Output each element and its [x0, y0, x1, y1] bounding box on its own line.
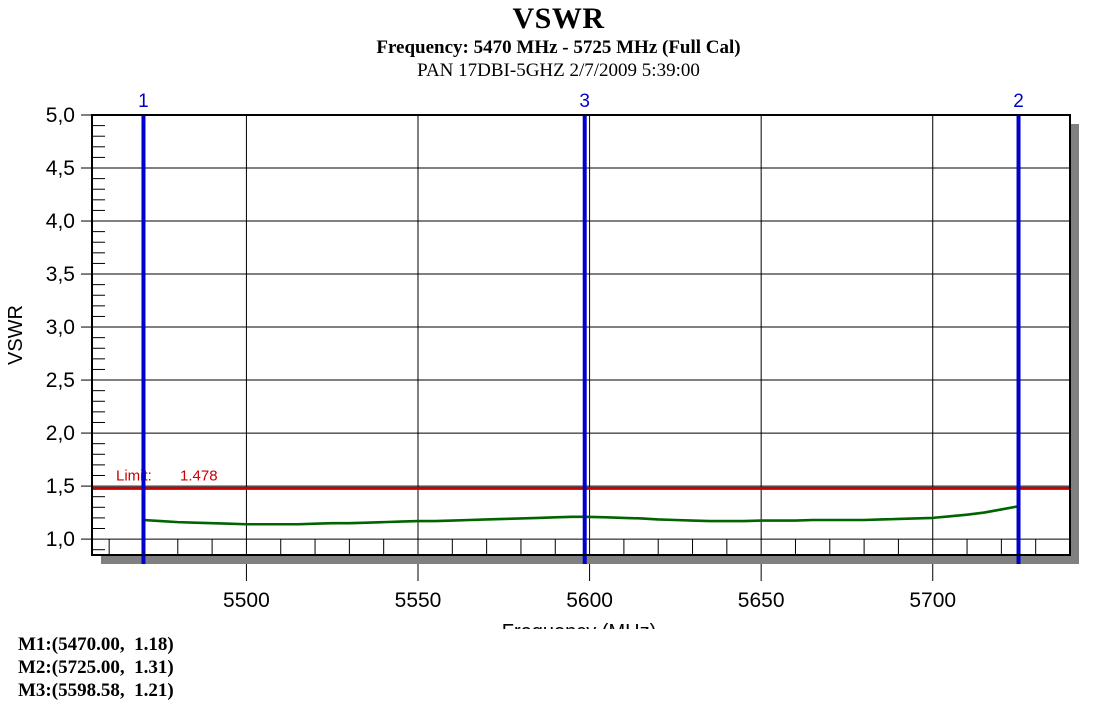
- y-tick-label: 5,0: [46, 104, 75, 127]
- plot-area: [92, 115, 1070, 555]
- axis-titles: Frequency (MHz) VSWR: [5, 305, 656, 629]
- y-tick-label: 4,0: [46, 210, 75, 233]
- y-tick-label: 2,0: [46, 422, 75, 445]
- y-tick-label: 1,5: [46, 475, 75, 498]
- y-tick-label: 3,0: [46, 316, 75, 339]
- y-axis-labels: 1,0 1,5 2,0 2,5 3,0 3,5 4,0 4,5 5,0: [46, 104, 75, 551]
- plot-background: [92, 115, 1070, 555]
- x-tick-label: 5650: [738, 589, 785, 612]
- shadow-bottom: [101, 555, 1079, 564]
- y-tick-label: 4,5: [46, 157, 75, 180]
- frequency-range-subtitle: Frequency: 5470 MHz - 5725 MHz (Full Cal…: [376, 37, 741, 58]
- marker-number-2: 2: [1013, 91, 1024, 112]
- chart-header: VSWR Frequency: 5470 MHz - 5725 MHz (Ful…: [0, 2, 1117, 82]
- shadow-right: [1070, 124, 1079, 564]
- trace-line: [142, 504, 1020, 526]
- plot-shadow: [101, 124, 1079, 564]
- marker-readout-list: M1:(5470.00, 1.18) M2:(5725.00, 1.31) M3…: [18, 633, 174, 702]
- device-timestamp-subtitle: PAN 17DBI-5GHZ 2/7/2009 5:39:00: [417, 60, 700, 81]
- page-title: VSWR: [512, 2, 605, 35]
- vswr-trace: [142, 504, 1020, 526]
- marker-readout-m2: M2:(5725.00, 1.31): [18, 657, 174, 678]
- x-tick-label: 5500: [223, 589, 270, 612]
- limit-value: 1.478: [180, 467, 218, 484]
- x-axis-labels: 5500 5550 5600 5650 5700: [223, 589, 956, 612]
- y-tick-label: 2,5: [46, 369, 75, 392]
- marker-readout-m1: M1:(5470.00, 1.18): [18, 634, 174, 655]
- x-tick-label: 5700: [909, 589, 956, 612]
- limit-label: Limit:: [116, 467, 152, 484]
- y-tick-label: 3,5: [46, 263, 75, 286]
- plot-border: [91, 114, 1071, 556]
- marker-number-3: 3: [579, 91, 590, 112]
- y-axis-title: VSWR: [5, 305, 27, 365]
- x-tick-label: 5550: [395, 589, 442, 612]
- x-tick-label: 5600: [566, 589, 613, 612]
- y-tick-label: 1,0: [46, 528, 75, 551]
- x-axis-title: Frequency (MHz): [502, 621, 656, 629]
- marker-number-1: 1: [138, 91, 149, 112]
- marker-lines: 1 3 2: [138, 91, 1024, 564]
- marker-readout-m3: M3:(5598.58, 1.21): [18, 680, 174, 701]
- vswr-plot: Limit: 1.478 1 3 2 1,0 1,5 2,0 2,5 3,0 3,5 4,0 4,5…: [5, 91, 1079, 629]
- plot-frame: [91, 114, 1071, 556]
